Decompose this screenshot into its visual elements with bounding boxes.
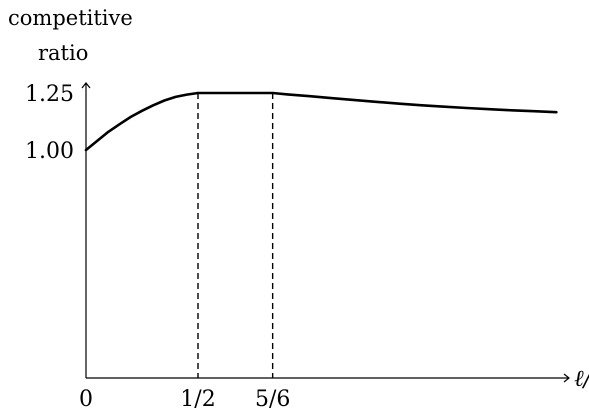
x-tick-label-0: 0 (79, 387, 93, 412)
x-axis-label: ℓ/s (574, 366, 589, 392)
y-axis-label-line-2: ratio (38, 41, 88, 65)
series-line-0 (84, 91, 558, 152)
ticks-layer: 0 1/2 5/6 1.00 1.25 (25, 82, 290, 412)
series-layer (84, 91, 558, 152)
y-tick-label-1: 1.25 (25, 82, 74, 107)
y-axis-arrow (81, 82, 91, 89)
y-axis-label-line-1: competitive (8, 6, 133, 30)
x-axis-arrow (563, 373, 570, 383)
x-tick-label-1: 1/2 (180, 387, 215, 412)
guides-layer (197, 93, 274, 378)
x-tick-label-2: 5/6 (255, 387, 290, 412)
y-tick-label-0: 1.00 (25, 139, 74, 164)
